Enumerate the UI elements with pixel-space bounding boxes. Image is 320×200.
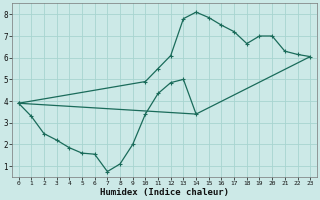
X-axis label: Humidex (Indice chaleur): Humidex (Indice chaleur) bbox=[100, 188, 229, 197]
